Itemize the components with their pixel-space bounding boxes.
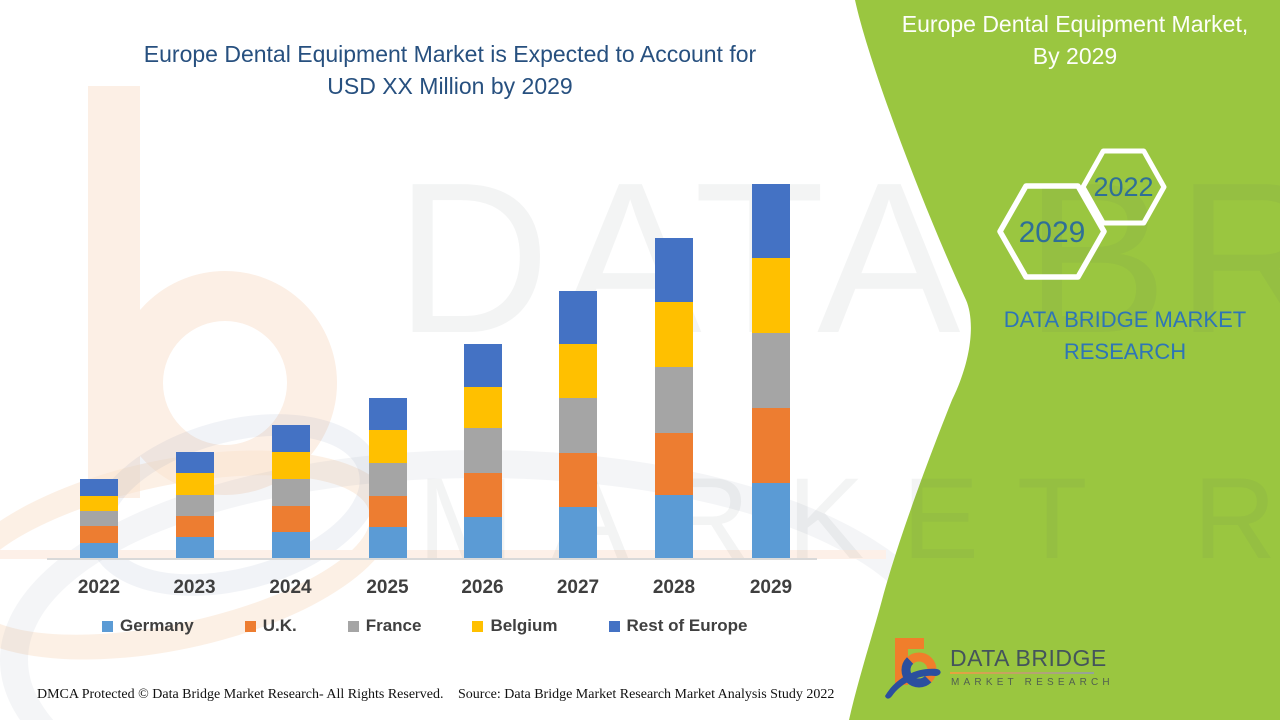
logo-subtitle: MARKET RESEARCH (951, 677, 1114, 688)
bar-segment-2026-france (463, 428, 502, 473)
bar-segment-2024-germany (271, 532, 310, 559)
bar-segment-2028-rest-of-europe (655, 238, 693, 302)
logo-wordmark: DATA BRIDGE (950, 645, 1107, 671)
chart-legend: Germany U.K. France Belgium Rest of Europe (102, 616, 747, 636)
legend-swatch-icon (347, 620, 359, 632)
bar-segment-2022-germany (80, 543, 118, 559)
bar-segment-2024-france (271, 479, 310, 506)
x-axis-label-2025: 2025 (366, 577, 409, 598)
bar-segment-2022-belgium (80, 496, 118, 511)
x-axis-label-2023: 2023 (173, 577, 216, 598)
source-note: Source: Data Bridge Market Research Mark… (458, 687, 835, 702)
bar-segment-2028-belgium (655, 302, 693, 367)
bar-segment-2029-germany (752, 483, 790, 559)
bar-segment-2023-germany (175, 537, 214, 559)
bar-segment-2026-u-k- (463, 473, 502, 517)
data-bridge-logo-icon (883, 627, 1093, 707)
x-axis-label-2026: 2026 (461, 577, 504, 598)
panel-brand-line1: DATA BRIDGE MARKET (1003, 307, 1247, 332)
x-axis-label-2027: 2027 (556, 577, 600, 598)
legend-item-rest-of-europe: Rest of Europe (608, 616, 748, 636)
x-axis-label-2028: 2028 (652, 577, 696, 598)
bar-segment-2029-u-k- (752, 408, 790, 483)
bar-segment-2022-rest-of-europe (80, 479, 118, 496)
bar-segment-2026-rest-of-europe (463, 344, 502, 387)
chart-title-line2: USD XX Million by 2029 (327, 73, 573, 99)
bar-segment-2027-rest-of-europe (559, 291, 597, 344)
x-axis-label-2022: 2022 (77, 577, 121, 598)
bar-segment-2026-belgium (463, 387, 502, 428)
bar-segment-2028-u-k- (655, 433, 693, 495)
logo-b-glyph-icon (885, 638, 941, 699)
bar-segment-2028-france (655, 367, 693, 433)
x-axis-line (47, 558, 817, 560)
legend-label: Belgium (490, 616, 558, 635)
legend-item-france: France (347, 616, 422, 636)
x-axis-label-2029: 2029 (749, 577, 793, 598)
panel-title: Europe Dental Equipment Market, By 2029 (880, 8, 1270, 72)
bar-segment-2025-france (368, 463, 407, 496)
panel-title-line1: Europe Dental Equipment Market, (901, 11, 1249, 37)
bar-segment-2025-germany (368, 527, 407, 559)
bar-segment-2024-u-k- (271, 506, 310, 532)
bar-segment-2027-belgium (559, 344, 597, 398)
panel-brand-text: DATA BRIDGE MARKET RESEARCH (955, 304, 1280, 368)
bar-segment-2027-u-k- (559, 453, 597, 507)
chart-title: Europe Dental Equipment Market is Expect… (0, 38, 900, 102)
panel-title-line2: By 2029 (1032, 43, 1118, 69)
logo-divider (950, 672, 1094, 674)
bar-segment-2029-rest-of-europe (752, 184, 790, 258)
legend-item-germany: Germany (102, 616, 194, 636)
legend-item-u-k-: U.K. (244, 616, 297, 636)
bar-segment-2025-belgium (368, 430, 407, 463)
chart-title-line1: Europe Dental Equipment Market is Expect… (143, 41, 757, 67)
legend-swatch-icon (472, 620, 484, 632)
bar-segment-2025-rest-of-europe (368, 398, 407, 430)
bar-segment-2023-rest-of-europe (175, 452, 214, 473)
legend-label: Germany (120, 616, 194, 635)
bar-segment-2023-france (175, 495, 214, 516)
dmca-notice: DMCA Protected © Data Bridge Market Rese… (37, 687, 444, 702)
bar-segment-2026-germany (463, 517, 502, 559)
bar-segment-2023-belgium (175, 473, 214, 495)
bar-segment-2024-rest-of-europe (271, 425, 310, 452)
x-axis-label-2024: 2024 (269, 577, 312, 598)
bar-segment-2022-u-k- (80, 526, 118, 543)
bar-segment-2022-france (80, 511, 118, 526)
bar-segment-2029-france (752, 333, 790, 408)
panel-brand-line2: RESEARCH (1063, 339, 1187, 364)
bar-segment-2029-belgium (752, 258, 790, 333)
legend-item-belgium: Belgium (472, 616, 558, 636)
bar-segment-2025-u-k- (368, 496, 407, 527)
legend-label: Rest of Europe (626, 616, 748, 635)
bar-segment-2027-france (559, 398, 597, 453)
legend-label: U.K. (262, 616, 297, 635)
legend-swatch-icon (102, 620, 113, 632)
bar-segment-2027-germany (559, 507, 597, 559)
bar-segment-2028-germany (655, 495, 693, 559)
legend-swatch-icon (244, 620, 256, 632)
bar-segment-2024-belgium (271, 452, 310, 479)
legend-label: France (365, 616, 422, 635)
watermark-peach-stripe (0, 550, 886, 559)
bar-segment-2023-u-k- (175, 516, 214, 537)
legend-swatch-icon (608, 620, 620, 632)
